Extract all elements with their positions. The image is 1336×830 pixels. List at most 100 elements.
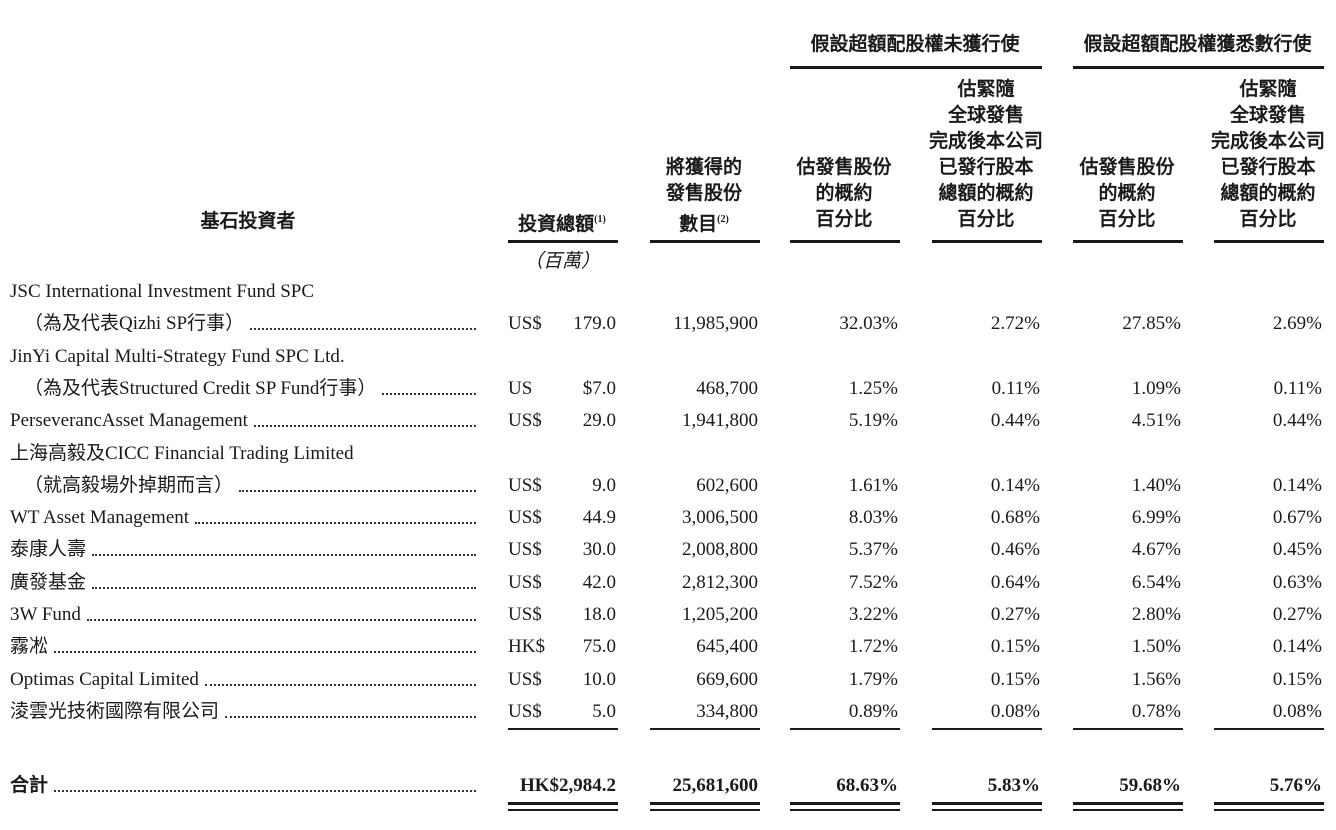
- dot-leader: [239, 474, 476, 492]
- shares: 669,600: [696, 668, 758, 690]
- rule: [1214, 809, 1324, 811]
- footnote-ref: (2): [717, 214, 729, 225]
- shares: 1,941,800: [682, 410, 758, 432]
- investor-name-text: （就高毅場外掉期而言）: [24, 474, 234, 496]
- investor-name: JSC International Investment Fund SPC: [10, 280, 478, 304]
- rule: [932, 240, 1042, 243]
- total-shares: 25,681,600: [672, 775, 759, 796]
- percentage: 0.14%: [1272, 636, 1322, 658]
- column-header: 發售股份: [665, 183, 742, 204]
- percentage: 0.63%: [1272, 571, 1322, 593]
- column-header: 基石投資者: [200, 211, 296, 232]
- dot-leader: [92, 571, 476, 589]
- percentage: 1.40%: [1131, 474, 1181, 496]
- dot-leader: [54, 774, 476, 792]
- column-header: 的概約: [815, 183, 873, 204]
- percentage: 0.46%: [990, 539, 1040, 561]
- rule: [1073, 809, 1183, 811]
- column-header: 投資總額(1): [442, 208, 682, 237]
- rule: [790, 240, 900, 243]
- percentage: 0.14%: [1272, 474, 1322, 496]
- rule: [1214, 728, 1324, 730]
- amount: 29.0: [582, 410, 616, 432]
- currency: US$: [508, 507, 542, 529]
- percentage: 0.11%: [991, 377, 1040, 399]
- total-percentage: 5.76%: [1269, 775, 1322, 796]
- dot-leader: [225, 700, 476, 718]
- rule: [650, 240, 760, 243]
- amount: 30.0: [582, 539, 616, 561]
- amount: $7.0: [582, 377, 616, 399]
- column-header: 全球發售: [1229, 105, 1306, 126]
- rule: [932, 728, 1042, 730]
- currency: US$: [508, 668, 542, 690]
- percentage: 7.52%: [848, 571, 898, 593]
- rule: [650, 809, 760, 811]
- amount: 75.0: [582, 636, 616, 658]
- dot-leader: [382, 377, 476, 395]
- column-header: 數目(2): [584, 208, 824, 237]
- rule: [1073, 728, 1183, 730]
- column-header: 百分比: [957, 209, 1015, 230]
- shares: 3,006,500: [682, 507, 758, 529]
- investor-name-text: PerseverancAsset Management: [10, 410, 248, 432]
- rule: [1073, 66, 1324, 69]
- shares: 2,812,300: [682, 571, 758, 593]
- amount: 18.0: [582, 604, 616, 625]
- currency: HK$: [508, 636, 545, 658]
- investor-name: 泰康人壽: [10, 538, 478, 562]
- percentage: 8.03%: [848, 507, 898, 529]
- currency: US$: [508, 474, 542, 496]
- percentage: 0.68%: [990, 507, 1040, 529]
- percentage: 0.67%: [1272, 507, 1322, 529]
- column-header-text: 投資總額: [518, 214, 595, 235]
- shares: 645,400: [696, 636, 758, 658]
- amount: 44.9: [582, 507, 616, 529]
- group-header: 假設超額配股權獲悉數行使: [1083, 34, 1312, 55]
- percentage: 0.89%: [848, 700, 898, 722]
- rule: [790, 809, 900, 811]
- currency: US: [508, 377, 533, 399]
- investor-name-text: 淩雲光技術國際有限公司: [10, 700, 220, 722]
- percentage: 0.15%: [990, 636, 1040, 658]
- column-header: 估發售股份: [796, 157, 892, 178]
- currency: US$: [508, 571, 542, 593]
- total-amount: HK$2,984.2: [519, 775, 616, 796]
- percentage: 0.15%: [1272, 668, 1322, 690]
- investor-name: （就高毅場外掉期而言）: [10, 474, 478, 498]
- percentage: 2.72%: [990, 313, 1040, 335]
- rule: [1073, 802, 1183, 805]
- column-header-text: 數目: [679, 214, 718, 235]
- total-percentage: 68.63%: [836, 775, 898, 796]
- rule: [650, 728, 760, 730]
- total-percentage: 59.68%: [1119, 775, 1181, 796]
- rule: [508, 728, 618, 730]
- percentage: 3.22%: [848, 604, 898, 625]
- percentage: 1.61%: [848, 474, 898, 496]
- percentage: 1.79%: [848, 668, 898, 690]
- shares: 11,985,900: [673, 313, 758, 335]
- column-header: 將獲得的: [665, 157, 742, 178]
- shares: 2,008,800: [682, 539, 758, 561]
- shares: 602,600: [696, 474, 758, 496]
- shares: 468,700: [696, 377, 758, 399]
- percentage: 0.15%: [990, 668, 1040, 690]
- column-header: 已發行股本: [938, 157, 1034, 178]
- percentage: 6.54%: [1131, 571, 1181, 593]
- percentage: 1.72%: [848, 636, 898, 658]
- investor-name-text: JinYi Capital Multi-Strategy Fund SPC Lt…: [10, 345, 345, 367]
- rule: [508, 240, 618, 243]
- column-header: 百分比: [815, 209, 873, 230]
- percentage: 5.37%: [848, 539, 898, 561]
- investor-name: Optimas Capital Limited: [10, 668, 478, 692]
- currency: US$: [508, 539, 542, 561]
- total-label-text: 合計: [10, 775, 49, 796]
- percentage: 1.09%: [1131, 377, 1181, 399]
- column-header: 總額的概約: [1220, 183, 1316, 204]
- currency: US$: [508, 604, 542, 625]
- amount: 9.0: [592, 474, 616, 496]
- percentage: 0.27%: [990, 604, 1040, 625]
- percentage: 27.85%: [1122, 313, 1181, 335]
- dot-leader: [86, 603, 476, 621]
- currency: US$: [508, 700, 542, 722]
